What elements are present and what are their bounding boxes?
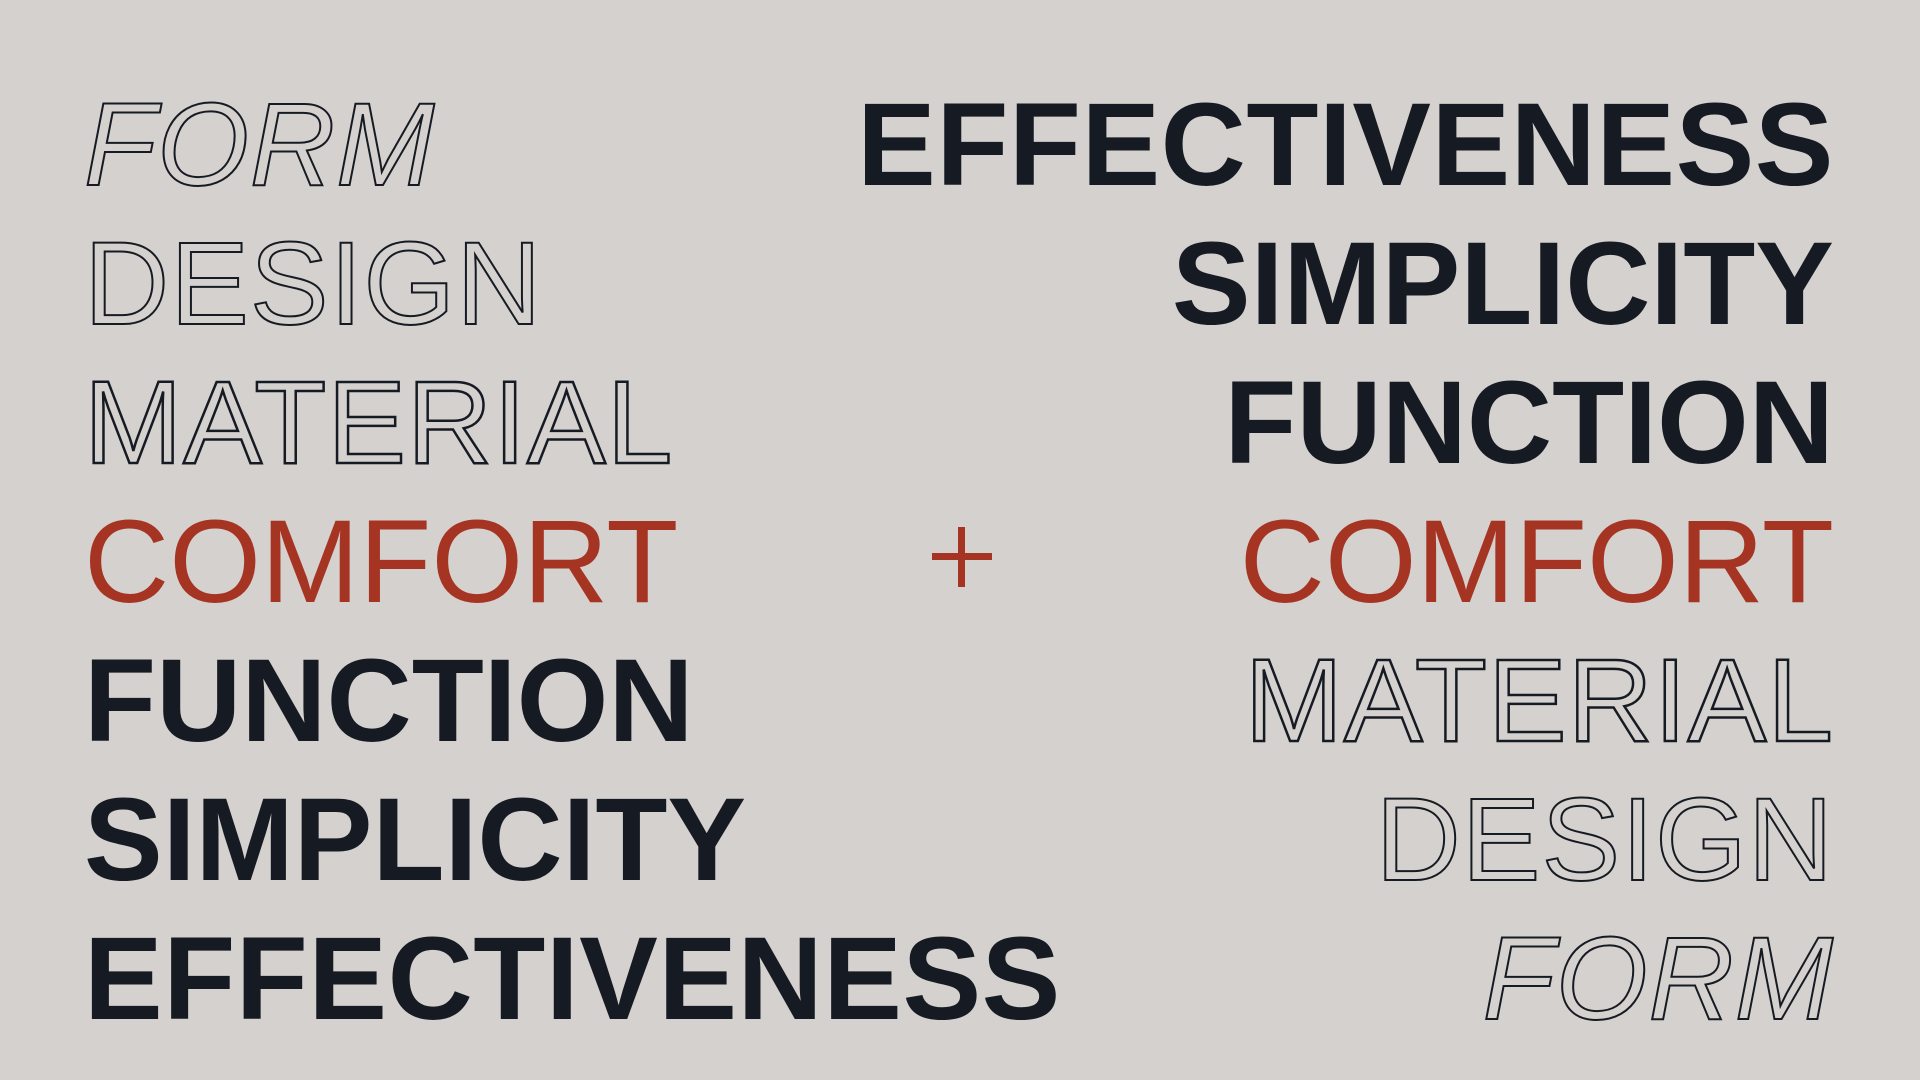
left-word-column: FORM DESIGN MATERIAL COMFORT FUNCTION SI…: [83, 76, 1061, 1049]
left-word-effectiveness: EFFECTIVENESS: [84, 913, 1061, 1045]
right-word-column: EFFECTIVENESS SIMPLICITY FUNCTION COMFOR…: [857, 76, 1834, 1049]
right-word-function: FUNCTION: [1224, 357, 1834, 489]
left-word-function: FUNCTION: [84, 635, 694, 767]
left-word-simplicity: SIMPLICITY: [84, 774, 747, 906]
left-word-comfort: COMFORT: [84, 496, 679, 628]
right-word-design: DESIGN: [1375, 773, 1834, 907]
left-word-material: MATERIAL: [83, 356, 674, 491]
right-word-simplicity: SIMPLICITY: [1171, 218, 1834, 350]
right-word-effectiveness: EFFECTIVENESS: [857, 79, 1834, 211]
right-word-form: FORM: [1482, 912, 1834, 1046]
right-word-comfort: COMFORT: [1239, 496, 1834, 628]
left-word-form: FORM: [83, 78, 436, 212]
right-word-material: MATERIAL: [1243, 634, 1834, 769]
plus-icon: [932, 527, 992, 587]
left-word-design: DESIGN: [83, 217, 543, 351]
